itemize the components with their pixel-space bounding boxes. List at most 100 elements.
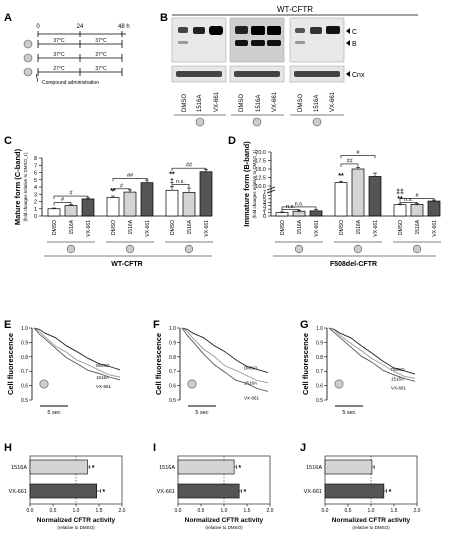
hbar <box>29 483 97 499</box>
y-tick-label: 7 <box>263 190 266 196</box>
condition-2-icon <box>23 53 33 63</box>
compound-legend: Compound administration <box>42 80 99 86</box>
y-tick-label: 0.8 <box>21 355 28 361</box>
category-label: VX-661 <box>304 489 322 495</box>
bar <box>368 176 382 217</box>
timeline-panel: 0 24 48 h 37°C 37°C 37°C 27°C 2 <box>23 24 130 86</box>
bar <box>275 212 289 217</box>
y-tick-label: 2 <box>263 207 266 213</box>
panel-label-h: H <box>4 442 12 454</box>
x-axis-sublabel: (relative to DMSO) <box>352 525 390 530</box>
axis-break-icon <box>266 186 276 194</box>
trace-label: 1516A <box>96 375 109 380</box>
hbar <box>324 459 373 475</box>
x-tick-label: 1516A <box>69 219 75 234</box>
hbar <box>29 459 88 475</box>
trace-chart-g: 0.5 0.6 0.7 0.8 0.9 1.0 Cell fluorescence DMSO 1… <box>301 326 416 416</box>
trace-label: DMSO <box>96 363 110 368</box>
y-axis-label: Immature form (B-band) <box>242 141 251 227</box>
significance-mark: ** <box>338 173 344 180</box>
comparison-label: # <box>69 191 73 197</box>
row1-left-temp: 37°C <box>53 38 65 44</box>
blot-image-1 <box>171 17 227 63</box>
condition-icon <box>187 379 197 389</box>
timeline-row-1: 37°C 37°C <box>23 38 123 49</box>
lane-label-3: VX-661 <box>214 91 220 112</box>
y-tick-label: 0.9 <box>316 340 323 346</box>
lane-label-4: DMSO <box>239 94 245 112</box>
y-tick-label: 6 <box>263 193 266 199</box>
row3-right-temp: 37°C <box>95 66 107 72</box>
y-tick-label: 10.0 <box>255 184 266 190</box>
comparison-bracket <box>281 206 317 210</box>
y-tick-label: 20.0 <box>255 150 266 156</box>
y-tick-label: 0.9 <box>21 340 28 346</box>
panel-label-b: B <box>160 12 168 24</box>
timeline-tick-48: 48 h <box>118 24 130 30</box>
y-tick-label: 0.5 <box>21 398 28 404</box>
comparison-label: ## <box>127 173 134 179</box>
band-arrow-b-icon <box>346 40 350 46</box>
condition-icon <box>294 244 304 254</box>
x-tick-label: 0.5 <box>50 508 57 514</box>
y-tick-label: 12.5 <box>255 176 266 182</box>
blot-title: WT-CFTR <box>277 5 313 14</box>
x-tick-label: 1516A <box>187 219 193 234</box>
x-tick-label: 1516A <box>415 219 421 234</box>
y-axis-sublabel: (fold changes relative to DMSO_1) <box>23 152 28 222</box>
y-tick-label: 0.5 <box>169 398 176 404</box>
y-tick-label: 1.0 <box>316 326 323 332</box>
bar <box>199 171 213 217</box>
y-axis-label: Cell fluorescence <box>6 333 15 395</box>
comparison-bracket <box>340 155 376 159</box>
panel-label-i: I <box>153 442 156 454</box>
bar <box>351 168 365 217</box>
panel-label-c: C <box>4 135 12 147</box>
band-label-c: C <box>352 29 357 36</box>
x-tick-label: VX-661 <box>373 220 379 237</box>
y-tick-label: 0.8 <box>316 355 323 361</box>
condition-icon <box>125 244 135 254</box>
x-tick-label: DMSO <box>111 220 117 235</box>
y-tick-label: 4 <box>34 185 37 191</box>
y-tick-label: 1.0 <box>21 326 28 332</box>
y-tick-label: 0.7 <box>21 369 28 375</box>
bar <box>309 210 323 217</box>
y-tick-label: 3 <box>34 192 37 198</box>
lane-label-7: DMSO <box>298 94 304 112</box>
fluorescence-trace <box>33 327 121 371</box>
trace-chart-e: 0.5 0.6 0.7 0.8 0.9 1.0 Cell fluorescence DMSO 1… <box>6 326 121 416</box>
trace-chart-f: 0.5 0.6 0.7 0.8 0.9 1.0 Cell fluorescence DMSO 1… <box>154 326 269 416</box>
lane-label-9: VX-661 <box>330 91 336 112</box>
bar <box>106 197 120 217</box>
x-tick-label: 1.0 <box>368 508 375 514</box>
x-tick-label: DMSO <box>280 220 286 235</box>
y-tick-label: 8 <box>34 156 37 162</box>
bar <box>47 208 61 217</box>
comparison-bracket <box>281 209 300 213</box>
bar <box>393 204 407 217</box>
y-axis-label: Mature form (C-band) <box>13 148 22 225</box>
x-tick-label: 0.5 <box>198 508 205 514</box>
trace-label: DMSO <box>391 367 405 372</box>
comparison-bracket <box>399 198 435 202</box>
x-tick-label: 0.0 <box>27 508 34 514</box>
timeline-row-3: 27°C 37°C <box>23 66 123 77</box>
x-axis-label: WT-CFTR <box>111 261 143 268</box>
y-tick-label: 0.7 <box>169 369 176 375</box>
significance-mark: * <box>243 489 246 496</box>
x-tick-label: VX-661 <box>86 220 92 237</box>
fluorescence-trace <box>33 327 121 378</box>
y-tick-label: 0.8 <box>169 355 176 361</box>
panel-label-d: D <box>228 135 236 147</box>
condition-icon <box>184 244 194 254</box>
x-tick-label: DMSO <box>52 220 58 235</box>
x-tick-label: 1.5 <box>244 508 251 514</box>
y-tick-label: 15.0 <box>255 167 266 173</box>
x-tick-label: 1516A <box>356 219 362 234</box>
x-axis-sublabel: (relative to DMSO) <box>57 525 95 530</box>
bar <box>140 182 154 217</box>
